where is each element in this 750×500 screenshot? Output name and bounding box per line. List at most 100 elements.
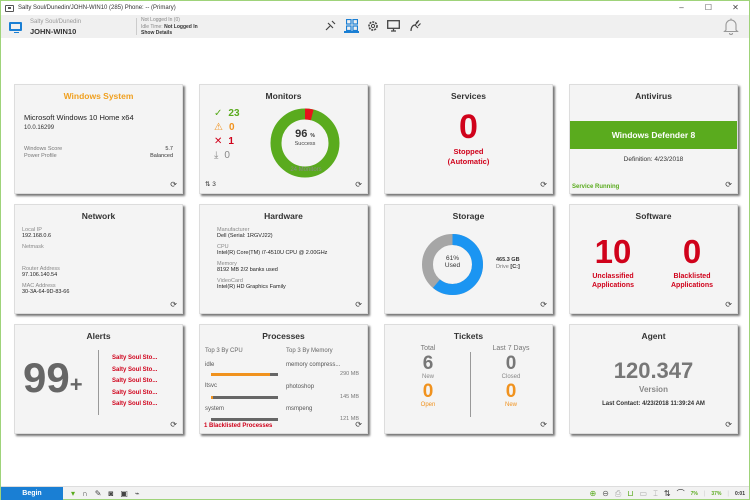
refresh-icon[interactable]: ⟳ <box>725 300 732 309</box>
card-software[interactable]: Software 10 Unclassified Applications 0 … <box>569 204 738 314</box>
computer-icon <box>9 22 22 33</box>
dashboard-grid: Windows System Microsoft Windows 10 Home… <box>14 84 744 434</box>
dashboard-icon[interactable] <box>344 18 359 33</box>
drive-letter: [C:] <box>510 264 520 270</box>
begin-button[interactable]: Begin <box>1 486 63 500</box>
alert-item[interactable]: Salty Soul Sto... <box>112 378 158 384</box>
gauge-icon[interactable]: ⊖ <box>602 489 609 498</box>
card-services[interactable]: Services 0 Stopped (Automatic) ⟳ <box>384 84 553 194</box>
close-button[interactable]: ✕ <box>732 3 739 12</box>
sort-indicator[interactable]: ⇅ 3 <box>205 181 216 188</box>
notifications-bell-icon[interactable] <box>723 18 739 35</box>
week-closed-count: 0 <box>505 353 517 374</box>
check-icon: ✓ <box>214 108 223 119</box>
tools-icon[interactable] <box>323 18 338 33</box>
status-bar: Begin ▾ ∩ ✎ ◙ ▣ ⌁ ⊕ ⊖ ⎙ ⊔ ▭ ⌶ ⇅ ⌒ 7% | 3… <box>1 486 749 500</box>
success-percent: 96 <box>295 128 308 140</box>
card-antivirus[interactable]: Antivirus Windows Defender 8 Definition:… <box>569 84 738 194</box>
network-icon[interactable]: ⌶ <box>653 488 658 498</box>
blacklisted-label-2: Applications <box>670 282 713 289</box>
alert-item[interactable]: Salty Soul Sto... <box>112 389 158 396</box>
maximize-button[interactable]: ☐ <box>704 3 713 12</box>
monitors-donut-chart <box>270 108 340 178</box>
refresh-icon[interactable]: ⟳ <box>540 180 547 189</box>
card-title: Software <box>635 211 672 221</box>
battery-icon[interactable]: ⊔ <box>627 489 634 498</box>
card-alerts[interactable]: Alerts 99+ Salty Soul Sto... Salty Soul … <box>14 324 183 434</box>
alert-item[interactable]: Salty Soul Sto... <box>112 355 158 361</box>
transfer-icon[interactable]: ⇅ <box>663 489 671 498</box>
service-status: Service Running <box>572 184 620 190</box>
plug-icon[interactable]: ⌁ <box>134 488 140 498</box>
card-hardware[interactable]: Hardware Manufacturer Dell (Serial: 1RGV… <box>199 204 368 314</box>
videocard-label: VideoCard <box>217 278 243 284</box>
card-title: Windows System <box>63 91 134 101</box>
card-title: Monitors <box>265 91 302 101</box>
manufacturer-value: Dell (Serial: 1RGVJ22) <box>217 233 273 239</box>
alerts-divider <box>98 350 99 415</box>
netmask-value <box>22 250 69 261</box>
card-windows-system[interactable]: Windows System Microsoft Windows 10 Home… <box>14 84 183 194</box>
refresh-icon[interactable]: ⟳ <box>725 180 732 189</box>
refresh-icon[interactable]: ⟳ <box>170 180 177 189</box>
toolbar <box>323 18 422 33</box>
week-new-label: New <box>504 402 517 408</box>
stopped-label: Stopped <box>453 147 484 156</box>
show-details-link[interactable]: Show Details <box>141 30 173 36</box>
idle-label: Idle Time: <box>141 23 163 30</box>
refresh-icon[interactable]: ⟳ <box>355 300 362 309</box>
sort-icon: ⇅ <box>205 181 211 188</box>
card-title: Services <box>451 91 486 101</box>
stopped-services-count: 0 <box>459 108 478 146</box>
alert-item[interactable]: Salty Soul Sto... <box>112 366 158 373</box>
refresh-icon[interactable]: ⟳ <box>540 300 547 309</box>
monitors-pending-count: 0 <box>224 150 230 161</box>
card-processes[interactable]: Processes Top 3 By CPU Top 3 By Memory i… <box>199 324 368 434</box>
window-title: Salty Soul/Dunedin/JOHN-WIN10 (285) Phon… <box>18 5 176 11</box>
plug-icon[interactable] <box>407 18 422 33</box>
last-7-days-header: Last 7 Days <box>492 345 530 352</box>
wifi-icon[interactable]: ⌒ <box>676 489 685 498</box>
display-icon[interactable]: ▭ <box>639 489 648 498</box>
chat-icon[interactable]: ▣ <box>120 488 128 498</box>
card-title: Hardware <box>264 211 303 221</box>
session-time: 0:01 <box>734 490 745 497</box>
camera-icon[interactable]: ◙ <box>108 488 114 498</box>
refresh-icon[interactable]: ⟳ <box>355 180 362 189</box>
alert-item[interactable]: Salty Soul Sto... <box>112 401 158 407</box>
refresh-icon[interactable]: ⟳ <box>540 420 547 429</box>
os-name: Microsoft Windows 10 Home x64 <box>24 113 134 122</box>
power-profile-value: Balanced <box>150 153 173 159</box>
total-open-label: Open <box>420 402 436 408</box>
memory-value: 8192 MB 2/2 banks used <box>217 267 278 273</box>
card-agent[interactable]: Agent 120.347 Version Last Contact: 4/23… <box>569 324 738 434</box>
add-icon[interactable]: ⊕ <box>589 489 597 498</box>
refresh-icon[interactable]: ⟳ <box>170 420 177 429</box>
app-icon <box>5 4 14 12</box>
definition-date: Definition: 4/23/2018 <box>623 156 684 163</box>
unclassified-label-1: Unclassified <box>592 273 634 280</box>
cpu-usage-bar <box>211 418 278 421</box>
refresh-icon[interactable]: ⟳ <box>725 420 732 429</box>
minimize-button[interactable]: – <box>679 3 684 12</box>
wrench-icon[interactable]: ✎ <box>94 488 102 498</box>
remote-icon[interactable]: ∩ <box>82 488 88 498</box>
blacklisted-processes-link[interactable]: 1 Blacklisted Processes <box>204 423 273 429</box>
manufacturer-label: Manufacturer <box>217 227 250 233</box>
card-tickets[interactable]: Tickets Total 6 New 0 Open Last 7 Days 0… <box>384 324 553 434</box>
mac-address-label: MAC Address <box>22 283 56 289</box>
settings-icon[interactable] <box>365 18 380 33</box>
total-open-count: 0 <box>422 381 434 402</box>
printer-icon[interactable]: ⎙ <box>614 488 622 498</box>
login-status: Not Logged In (0) <box>141 17 180 23</box>
card-network[interactable]: Network Local IP 192.168.0.6 Netmask Rou… <box>14 204 183 314</box>
card-title: Tickets <box>453 331 484 341</box>
card-storage[interactable]: Storage 61% Used 465.3 GB Drive [C:] ⟳ <box>384 204 553 314</box>
screen-icon[interactable] <box>386 18 401 33</box>
unclassified-label-2: Applications <box>591 282 634 289</box>
mac-address-value: 30-3A-64-9D-83-66 <box>22 289 70 295</box>
card-monitors[interactable]: Monitors ✓ 23 ⚠ 0 ✕ 1 ⤓ 0 96 % Success 24 Mo… <box>199 84 368 194</box>
cpu-usage-bar <box>211 373 278 376</box>
refresh-icon[interactable]: ⟳ <box>355 420 362 429</box>
refresh-icon[interactable]: ⟳ <box>170 300 177 309</box>
